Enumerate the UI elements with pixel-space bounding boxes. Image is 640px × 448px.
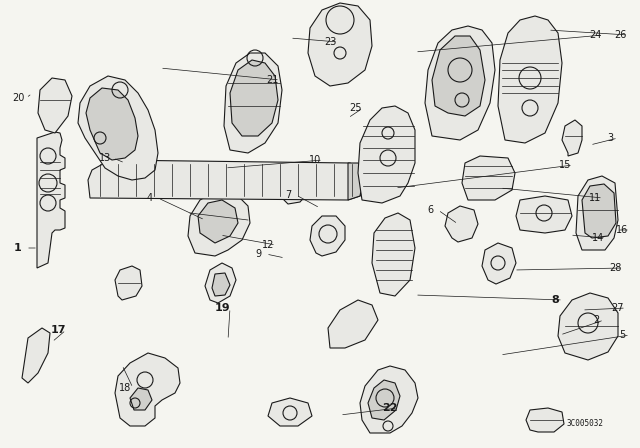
Polygon shape [462, 156, 515, 200]
Polygon shape [498, 16, 562, 143]
Text: 4: 4 [147, 193, 153, 203]
Text: 12: 12 [262, 240, 274, 250]
Polygon shape [278, 176, 308, 204]
Text: 13: 13 [99, 153, 111, 163]
Polygon shape [562, 120, 582, 156]
Text: 26: 26 [614, 30, 626, 40]
Polygon shape [576, 176, 618, 250]
Polygon shape [360, 366, 418, 433]
Polygon shape [328, 300, 378, 348]
Text: 8: 8 [551, 295, 559, 305]
Text: 14: 14 [592, 233, 604, 243]
Polygon shape [372, 213, 415, 296]
Polygon shape [130, 388, 152, 410]
Text: 1: 1 [14, 243, 22, 253]
Polygon shape [198, 200, 238, 243]
Polygon shape [38, 78, 72, 133]
Text: 10: 10 [309, 155, 321, 165]
Polygon shape [445, 206, 478, 242]
Polygon shape [88, 160, 368, 200]
Polygon shape [308, 3, 372, 86]
Polygon shape [526, 408, 564, 432]
Polygon shape [37, 132, 65, 268]
Text: 18: 18 [119, 383, 131, 393]
Text: 7: 7 [285, 190, 291, 200]
Polygon shape [230, 60, 278, 136]
Polygon shape [368, 380, 400, 420]
Polygon shape [432, 36, 485, 116]
Text: 2: 2 [593, 315, 599, 325]
Polygon shape [516, 196, 572, 233]
Text: 20: 20 [12, 93, 24, 103]
Polygon shape [212, 273, 230, 296]
Polygon shape [348, 163, 365, 200]
Text: 23: 23 [324, 37, 336, 47]
Polygon shape [310, 216, 345, 256]
Text: 15: 15 [559, 160, 571, 170]
Text: 17: 17 [51, 325, 66, 335]
Text: 19: 19 [214, 303, 230, 313]
Polygon shape [482, 243, 516, 284]
Polygon shape [205, 263, 236, 303]
Text: 16: 16 [616, 225, 628, 235]
Text: 22: 22 [382, 403, 397, 413]
Polygon shape [78, 76, 158, 180]
Text: 27: 27 [612, 303, 624, 313]
Text: 6: 6 [427, 205, 433, 215]
Polygon shape [188, 190, 250, 256]
Polygon shape [558, 293, 618, 360]
Text: 5: 5 [619, 330, 625, 340]
Polygon shape [582, 184, 616, 238]
Text: 3C005032: 3C005032 [566, 418, 604, 427]
Text: 21: 21 [266, 75, 278, 85]
Text: 9: 9 [255, 249, 261, 259]
Polygon shape [358, 106, 415, 203]
Text: 28: 28 [609, 263, 621, 273]
Text: 11: 11 [589, 193, 601, 203]
Polygon shape [22, 328, 50, 383]
Polygon shape [425, 26, 495, 140]
Polygon shape [268, 398, 312, 426]
Text: 3: 3 [607, 133, 613, 143]
Polygon shape [115, 266, 142, 300]
Text: 24: 24 [589, 30, 601, 40]
Polygon shape [115, 353, 180, 426]
Text: 25: 25 [349, 103, 361, 113]
Polygon shape [224, 53, 282, 153]
Polygon shape [86, 88, 138, 160]
